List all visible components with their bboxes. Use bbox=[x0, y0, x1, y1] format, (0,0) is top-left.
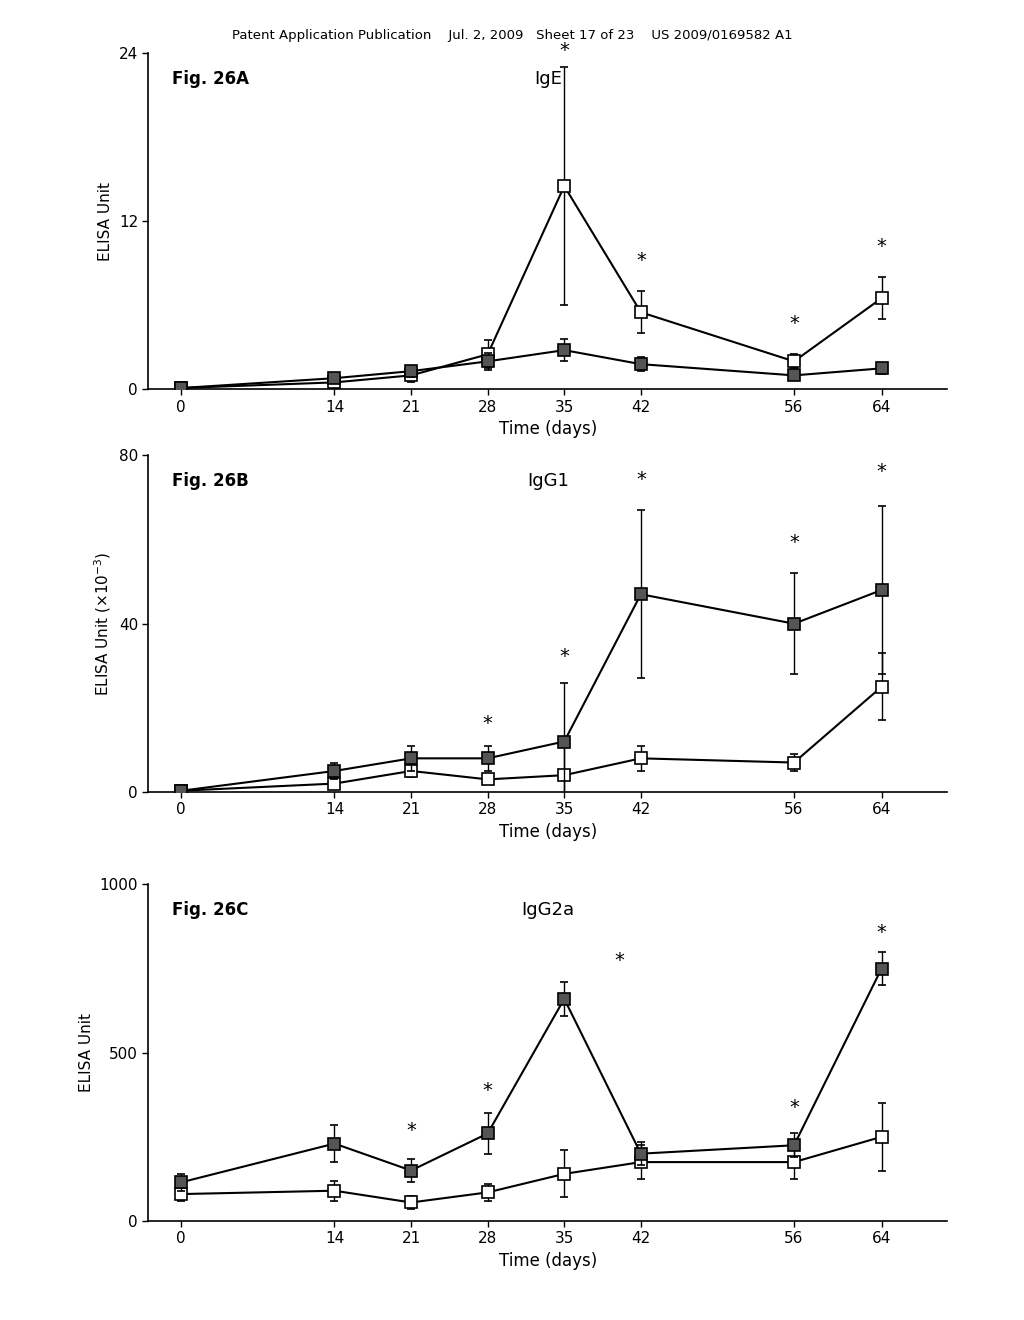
Text: Fig. 26C: Fig. 26C bbox=[172, 902, 249, 919]
Text: Patent Application Publication    Jul. 2, 2009   Sheet 17 of 23    US 2009/01695: Patent Application Publication Jul. 2, 2… bbox=[231, 29, 793, 42]
Text: Fig. 26B: Fig. 26B bbox=[172, 473, 249, 490]
Text: *: * bbox=[877, 462, 887, 480]
Text: *: * bbox=[407, 1121, 416, 1140]
Text: *: * bbox=[482, 714, 493, 733]
X-axis label: Time (days): Time (days) bbox=[499, 420, 597, 438]
X-axis label: Time (days): Time (days) bbox=[499, 1251, 597, 1270]
Text: *: * bbox=[559, 41, 569, 59]
Text: *: * bbox=[636, 251, 646, 271]
Text: *: * bbox=[482, 1081, 493, 1100]
Text: IgE: IgE bbox=[534, 70, 562, 87]
Y-axis label: ELISA Unit: ELISA Unit bbox=[79, 1014, 94, 1092]
Text: Fig. 26A: Fig. 26A bbox=[172, 70, 250, 87]
Text: *: * bbox=[636, 470, 646, 488]
Text: *: * bbox=[877, 238, 887, 256]
Text: *: * bbox=[790, 314, 799, 334]
Text: *: * bbox=[559, 647, 569, 665]
Text: *: * bbox=[614, 952, 624, 970]
Text: *: * bbox=[877, 923, 887, 941]
Text: *: * bbox=[790, 533, 799, 552]
Y-axis label: ELISA Unit: ELISA Unit bbox=[98, 182, 114, 260]
Text: *: * bbox=[790, 1098, 799, 1117]
Text: IgG2a: IgG2a bbox=[521, 902, 574, 919]
X-axis label: Time (days): Time (days) bbox=[499, 822, 597, 841]
Text: IgG1: IgG1 bbox=[527, 473, 568, 490]
Y-axis label: ELISA Unit (×10$^{-3}$): ELISA Unit (×10$^{-3}$) bbox=[92, 552, 114, 696]
